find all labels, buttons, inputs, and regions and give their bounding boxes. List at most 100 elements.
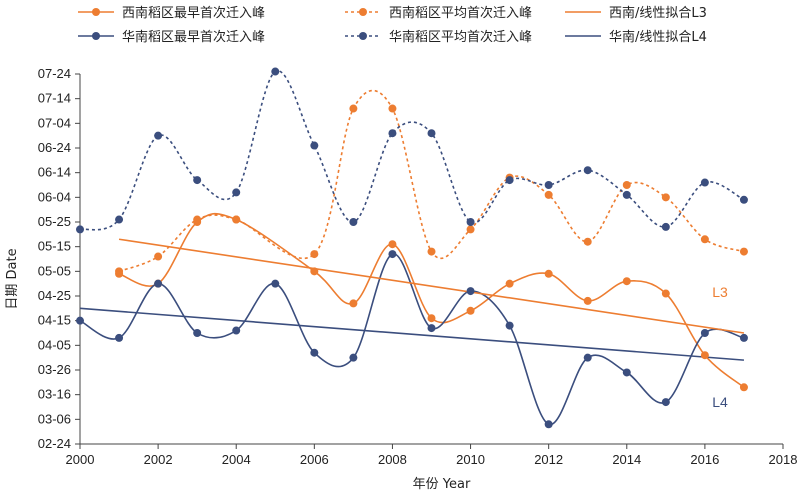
data-point-3-3 <box>193 176 202 185</box>
data-point-0-11 <box>583 296 592 305</box>
data-point-2-0 <box>115 267 124 276</box>
y-tick-label: 04-25 <box>38 288 71 303</box>
x-tick-label: 2016 <box>690 452 719 467</box>
y-tick-label: 03-26 <box>38 362 71 377</box>
data-point-0-14 <box>700 351 709 360</box>
data-point-2-7 <box>427 247 436 256</box>
x-tick-label: 2014 <box>612 452 641 467</box>
legend-marker-1 <box>92 32 100 40</box>
data-point-3-9 <box>427 129 436 138</box>
data-point-1-17 <box>739 333 748 342</box>
data-point-2-13 <box>661 193 670 202</box>
data-point-2-11 <box>583 237 592 246</box>
data-point-3-14 <box>622 190 631 199</box>
data-point-3-1 <box>115 215 124 224</box>
data-point-2-8 <box>466 225 475 234</box>
data-point-3-7 <box>349 218 358 226</box>
x-tick-label: 2004 <box>222 452 251 467</box>
data-point-2-1 <box>154 252 163 261</box>
legend-marker-2 <box>359 8 367 16</box>
y-tick-label: 06-04 <box>38 189 71 204</box>
legend-marker-3 <box>359 32 367 40</box>
y-tick-label: 07-14 <box>38 91 71 106</box>
data-point-0-13 <box>661 289 670 298</box>
fit-label-l4: L4 <box>712 394 728 410</box>
data-point-1-16 <box>700 329 709 337</box>
data-point-1-4 <box>232 326 241 335</box>
x-tick-label: 2006 <box>300 452 329 467</box>
data-point-1-0 <box>76 316 84 325</box>
data-point-2-12 <box>622 181 631 189</box>
x-tick-label: 2002 <box>144 452 173 467</box>
data-point-0-9 <box>505 279 514 288</box>
x-axis-title: 年份 Year <box>413 477 471 492</box>
y-tick-label: 06-14 <box>38 165 71 180</box>
series-lines <box>79 70 745 426</box>
data-point-0-7 <box>427 314 436 323</box>
data-point-2-14 <box>700 235 709 244</box>
y-tick-label: 03-16 <box>38 387 71 402</box>
y-tick-label: 04-15 <box>38 313 71 328</box>
data-point-3-12 <box>544 181 553 189</box>
data-point-1-7 <box>349 353 358 362</box>
data-point-2-4 <box>310 250 319 259</box>
legend-label-4: 西南/线性拟合L3 <box>609 5 707 21</box>
data-point-3-2 <box>154 131 163 140</box>
series-line-2 <box>118 89 745 273</box>
fit-label-l3: L3 <box>712 284 728 300</box>
y-tick-label: 05-05 <box>38 263 71 278</box>
y-tick-label: 02-24 <box>38 436 71 451</box>
legend-label-1: 华南稻区最早首次迁入峰 <box>122 29 265 45</box>
data-point-1-6 <box>310 348 319 357</box>
legend-label-5: 华南/线性拟合L4 <box>609 29 707 45</box>
data-point-0-12 <box>622 277 631 286</box>
y-tick-label: 07-24 <box>38 66 71 81</box>
data-point-0-8 <box>466 306 475 315</box>
data-point-3-17 <box>739 195 748 204</box>
data-point-3-0 <box>76 225 84 234</box>
data-point-2-3 <box>232 215 241 224</box>
data-point-1-9 <box>427 324 436 333</box>
data-point-2-6 <box>388 104 397 113</box>
data-point-1-3 <box>193 329 202 337</box>
legend-marker-0 <box>92 8 100 16</box>
series-line-3 <box>79 70 745 231</box>
data-point-3-5 <box>271 67 280 76</box>
data-point-1-1 <box>115 333 124 342</box>
data-point-1-10 <box>466 287 475 296</box>
x-tick-label: 2000 <box>66 452 95 467</box>
data-point-1-14 <box>622 368 631 377</box>
data-point-1-2 <box>154 279 163 288</box>
data-point-1-8 <box>388 250 397 259</box>
legend-label-2: 西南稻区平均首次迁入峰 <box>389 5 532 21</box>
y-tick-label: 06-24 <box>38 140 71 155</box>
data-point-0-15 <box>739 383 748 392</box>
data-point-1-15 <box>661 398 670 407</box>
x-tick-label: 2010 <box>456 452 485 467</box>
data-point-2-5 <box>349 104 358 113</box>
y-tick-label: 05-15 <box>38 239 71 254</box>
y-tick-label: 07-04 <box>38 115 71 130</box>
data-point-0-4 <box>310 267 319 276</box>
annotations: L3 L4 <box>712 284 728 410</box>
data-point-2-2 <box>193 215 202 224</box>
series-points <box>76 67 748 429</box>
data-point-3-13 <box>583 166 592 175</box>
data-point-3-15 <box>661 222 670 231</box>
data-point-1-13 <box>583 353 592 362</box>
data-point-3-11 <box>505 176 514 185</box>
data-point-2-15 <box>739 247 748 256</box>
x-tick-label: 2008 <box>378 452 407 467</box>
x-tick-label: 2018 <box>769 452 798 467</box>
data-point-3-8 <box>388 129 397 138</box>
data-point-3-6 <box>310 141 319 150</box>
data-point-0-6 <box>388 240 397 249</box>
data-point-3-10 <box>466 218 475 226</box>
axes: 2000 2002 2004 2006 2008 2010 2012 2014 2016 2018… <box>5 66 797 492</box>
legend-label-3: 华南稻区平均首次迁入峰 <box>389 29 532 45</box>
fit-line-5 <box>79 307 745 361</box>
series-line-0 <box>118 212 745 388</box>
